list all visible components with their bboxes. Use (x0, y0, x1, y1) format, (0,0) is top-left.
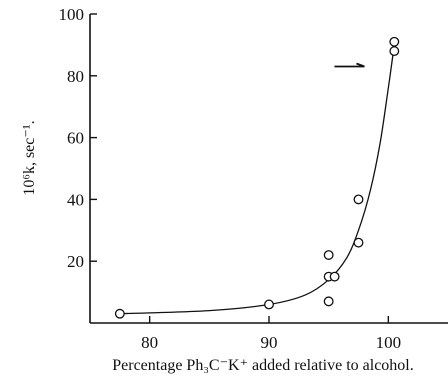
y-tick-label: 20 (67, 252, 84, 271)
data-point (323, 296, 334, 307)
annotations (334, 62, 365, 68)
fit-curve (119, 44, 395, 315)
arrow-annotation (334, 62, 365, 68)
data-points (114, 36, 400, 319)
data-point (353, 194, 364, 205)
y-tick-label: 80 (67, 67, 84, 86)
x-tick-label: 90 (261, 333, 278, 352)
y-tick-label: 40 (67, 190, 84, 209)
x-tick-label: 100 (376, 333, 402, 352)
y-tick-label: 60 (67, 129, 84, 148)
data-point (329, 271, 340, 282)
tick-labels: 20 40 60 80 100 80 90 100 (59, 5, 402, 352)
x-tick-label: 80 (141, 333, 158, 352)
arrow-head (356, 62, 365, 68)
data-point (389, 46, 400, 57)
data-point (353, 237, 364, 248)
data-point (264, 299, 274, 310)
x-axis-title: Percentage Ph₃C⁻K⁺ added relative to alc… (112, 357, 413, 374)
data-point (389, 36, 400, 47)
y-tick-label: 100 (59, 5, 85, 24)
data-point (323, 250, 334, 260)
ticks (90, 13, 390, 323)
axes (89, 14, 448, 324)
data-point (114, 308, 125, 319)
y-axis-title: 10⁶k, sec⁻¹. (21, 120, 38, 195)
